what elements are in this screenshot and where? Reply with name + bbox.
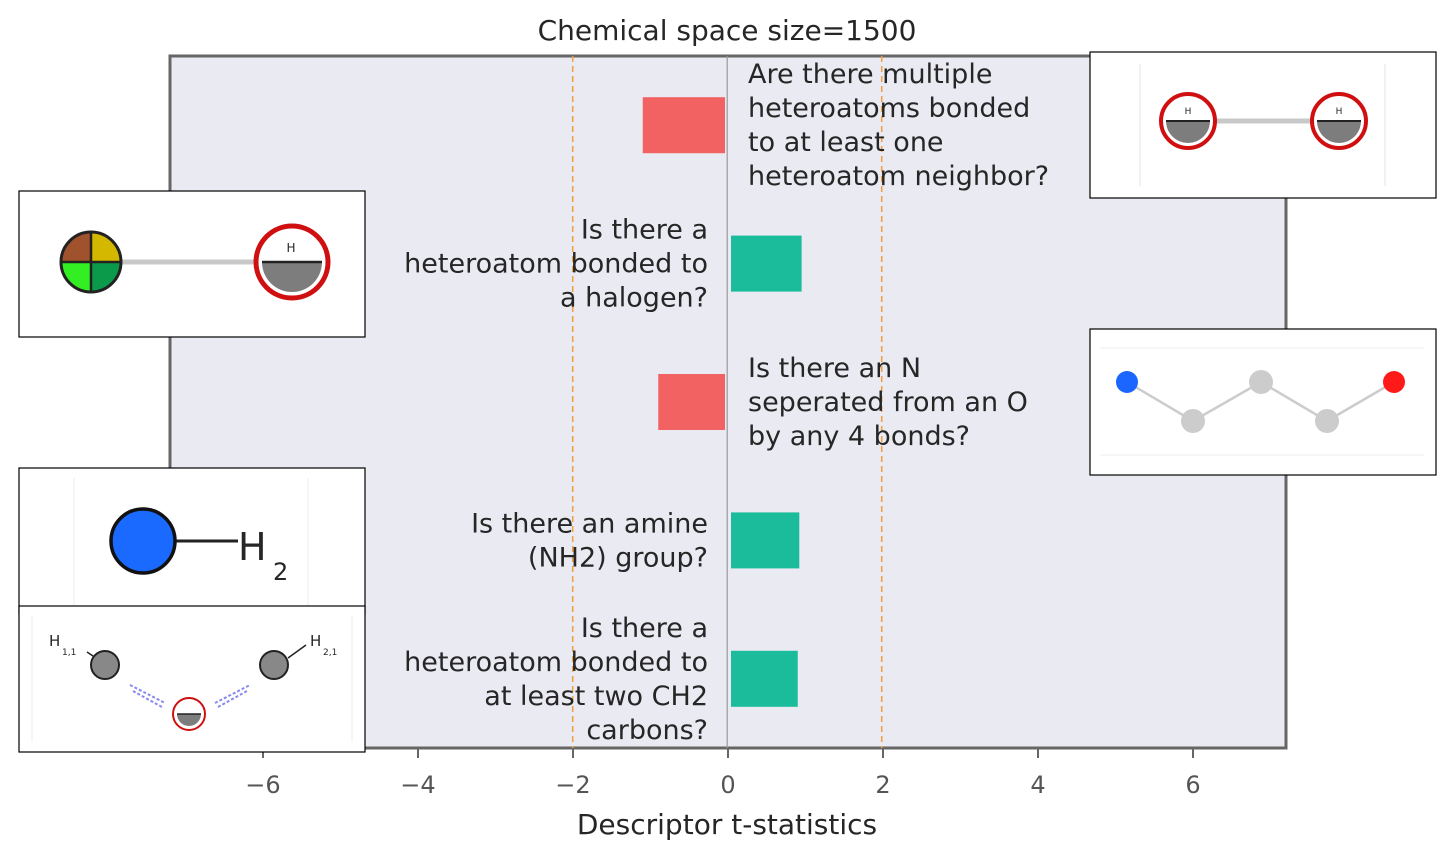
x-tick-label-2: −2 [555, 771, 590, 799]
oxygen-atom-icon [1383, 371, 1405, 393]
bar-label-0: Are there multiple heteroatoms bonded to a… [748, 59, 1049, 192]
halogen-atom-icon [59, 230, 123, 294]
chart-title: Chemical space size=1500 [538, 14, 917, 47]
carbon-atom-icon [1181, 409, 1205, 433]
bar-1 [731, 235, 802, 292]
svg-text:H: H [286, 241, 295, 255]
bar-label-4: Is there a heteroatom bonded to at least t… [404, 613, 708, 746]
x-tick-label-1: −4 [400, 771, 435, 799]
bars-layer [642, 97, 802, 707]
x-axis-label: Descriptor t-statistics [577, 808, 877, 841]
bar-labels-layer: Are there multiple heteroatoms bonded to a… [404, 59, 1049, 746]
x-tick-label-5: 4 [1030, 771, 1045, 799]
hydrogen-atom-icon: H [253, 223, 331, 301]
x-tick-label-3: 0 [720, 771, 735, 799]
svg-text:2,1: 2,1 [323, 648, 337, 658]
svg-text:H: H [310, 632, 321, 650]
x-tick-label-6: 6 [1185, 771, 1200, 799]
hydrogen-atom-icon [172, 697, 206, 731]
nitrogen-atom-icon [1116, 371, 1138, 393]
x-axis-ticks: −6 −4 −2 0 2 4 6 [245, 748, 1201, 799]
svg-text:H: H [238, 525, 267, 569]
svg-text:H: H [49, 632, 60, 650]
hydrogen-atom-icon: H [1310, 92, 1368, 150]
bar-0 [642, 97, 725, 154]
inset-h-h-molecule: H H [1089, 51, 1437, 199]
bar-label-1: Is there a heteroatom bonded to a halogen? [404, 215, 708, 314]
inset-heteroatom-ch2-molecule: H 1,1 H 2,1 [18, 605, 366, 753]
svg-text:1,1: 1,1 [62, 648, 76, 658]
bar-label-3: Is there an amine (NH2) group? [471, 508, 708, 573]
bar-4 [731, 650, 798, 707]
inset-amine-molecule: H 2 [18, 467, 366, 615]
carbon-atom-icon [1249, 370, 1273, 394]
inset-n-o-chain-molecule [1089, 328, 1437, 476]
hydrogen-atom-icon: H [1159, 92, 1217, 150]
carbon-atom-icon [1315, 409, 1339, 433]
carbon-atom-icon [259, 650, 289, 680]
bar-3 [731, 512, 800, 569]
svg-text:H: H [1336, 107, 1343, 117]
carbon-atom-icon [90, 650, 120, 680]
x-tick-label-0: −6 [245, 771, 280, 799]
x-tick-label-4: 2 [875, 771, 890, 799]
bar-2 [658, 374, 725, 430]
nitrogen-atom-icon [109, 507, 177, 575]
svg-text:H: H [1185, 107, 1192, 117]
svg-text:2: 2 [273, 558, 288, 586]
inset-heteroatom-halogen-molecule: H [18, 190, 366, 338]
